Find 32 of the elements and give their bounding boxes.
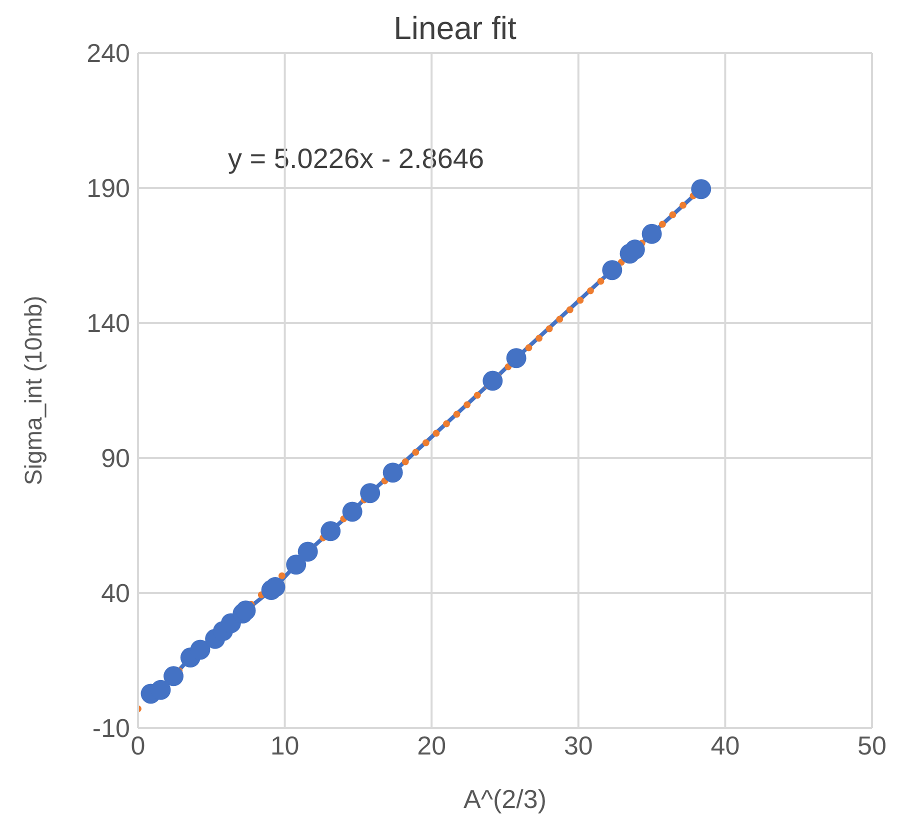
- y-tick-label: 140: [86, 308, 130, 338]
- point: [298, 542, 318, 562]
- y-tick-label: 40: [101, 578, 130, 608]
- y-tick-label: 240: [86, 38, 130, 68]
- y-tick-label: 90: [101, 443, 130, 474]
- x-tick-label: 30: [564, 730, 593, 760]
- x-tick-label: 20: [417, 730, 446, 760]
- chart-title: Linear fit: [394, 10, 516, 46]
- point: [382, 462, 403, 483]
- point: [342, 502, 362, 522]
- x-tick-label: 0: [130, 730, 146, 760]
- point: [642, 224, 662, 244]
- point: [360, 483, 380, 504]
- point: [320, 521, 341, 542]
- point: [150, 680, 171, 700]
- y-axis-title: Sigma_int (10mb): [20, 296, 48, 486]
- point: [286, 554, 306, 575]
- point: [164, 666, 184, 686]
- x-axis-title: A^(2/3): [463, 784, 547, 814]
- y-tick-label: 190: [86, 173, 130, 204]
- y-tick-label: -10: [92, 713, 130, 744]
- x-tick-label: 50: [858, 730, 886, 760]
- point: [506, 348, 526, 368]
- point: [624, 240, 645, 260]
- point: [482, 370, 503, 391]
- point: [190, 640, 210, 660]
- equation-text: y = 5.0226x - 2.8646: [228, 143, 484, 175]
- x-tick-label: 10: [270, 730, 300, 760]
- point: [691, 179, 712, 200]
- point: [602, 260, 622, 280]
- point: [265, 577, 286, 598]
- x-tick-label: 40: [710, 730, 740, 760]
